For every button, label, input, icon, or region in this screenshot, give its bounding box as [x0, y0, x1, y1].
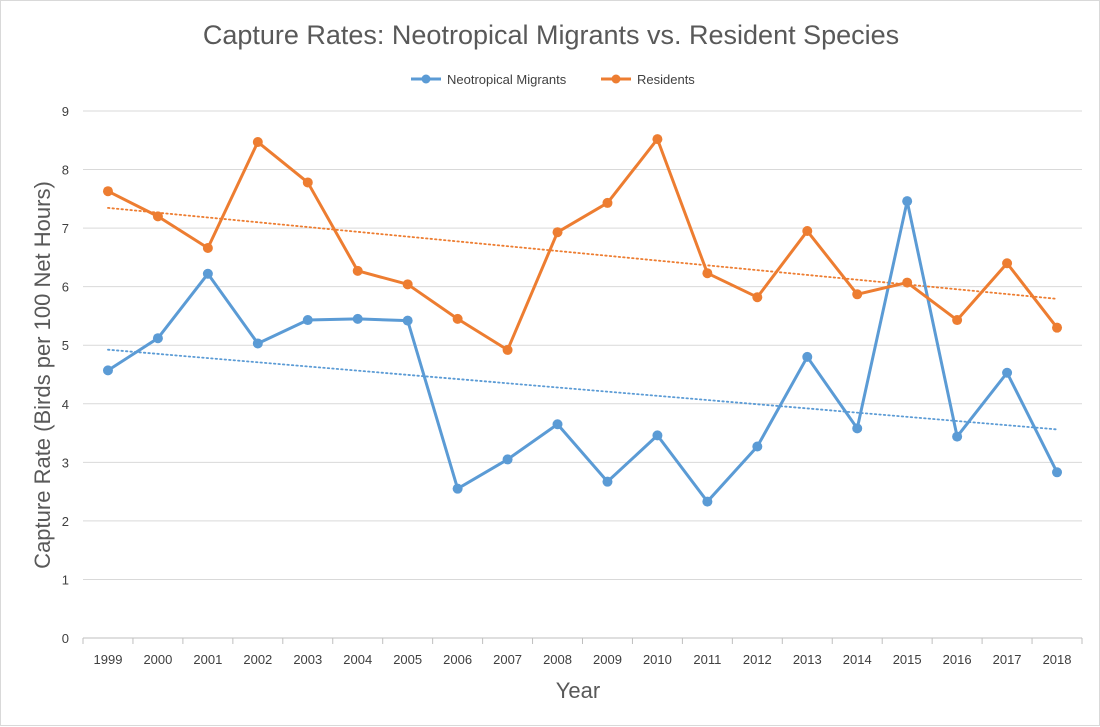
series-lines — [106, 137, 1059, 504]
x-tick-label: 2012 — [743, 652, 772, 667]
point-series-0 — [652, 430, 663, 441]
x-tick-label: 2013 — [793, 652, 822, 667]
x-tick-label: 2018 — [1043, 652, 1072, 667]
point-series-0 — [302, 315, 313, 326]
legend: Neotropical Migrants Residents — [411, 72, 695, 87]
chart-title: Capture Rates: Neotropical Migrants vs. … — [203, 20, 899, 50]
x-axis-ticks: 1999 2000 2001 2002 2003 2004 2005 2006 2007 2008… — [82, 638, 1083, 667]
y-tick-label: 7 — [62, 221, 69, 236]
point-series-1 — [752, 292, 763, 303]
legend-marker-series-1 — [611, 74, 621, 84]
y-tick-label: 5 — [62, 338, 69, 353]
x-tick-label: 2006 — [443, 652, 472, 667]
legend-marker-series-0 — [421, 74, 431, 84]
x-tick-label: 2004 — [343, 652, 372, 667]
point-series-1 — [102, 186, 113, 197]
point-series-0 — [702, 496, 713, 507]
point-series-0 — [202, 268, 213, 279]
x-tick-label: 2002 — [243, 652, 272, 667]
point-series-1 — [1052, 322, 1063, 333]
x-tick-label: 2007 — [493, 652, 522, 667]
point-series-1 — [452, 313, 463, 324]
y-tick-label: 9 — [62, 104, 69, 119]
point-series-0 — [1052, 467, 1063, 478]
point-series-1 — [202, 243, 213, 254]
point-series-1 — [802, 226, 813, 237]
series-points — [102, 134, 1063, 507]
gridlines — [83, 110, 1082, 639]
point-series-0 — [802, 351, 813, 362]
y-tick-label: 3 — [62, 455, 69, 470]
legend-item-series-0: Neotropical Migrants — [411, 72, 567, 87]
x-tick-label: 2005 — [393, 652, 422, 667]
point-series-0 — [402, 315, 413, 326]
legend-label-series-0: Neotropical Migrants — [447, 72, 567, 87]
point-series-0 — [752, 441, 763, 452]
point-series-0 — [852, 423, 863, 434]
line-series-1 — [106, 137, 1059, 352]
y-tick-label: 6 — [62, 280, 69, 295]
y-tick-label: 1 — [62, 572, 69, 587]
point-series-0 — [252, 338, 263, 349]
line-series-0 — [106, 199, 1059, 504]
legend-label-series-1: Residents — [637, 72, 695, 87]
point-series-0 — [152, 333, 163, 344]
x-tick-label: 2015 — [893, 652, 922, 667]
x-tick-label: 2016 — [943, 652, 972, 667]
x-tick-label: 2003 — [293, 652, 322, 667]
point-series-1 — [152, 211, 163, 222]
y-axis-title: Capture Rate (Birds per 100 Net Hours) — [30, 181, 55, 569]
point-series-0 — [602, 476, 613, 487]
point-series-1 — [252, 137, 263, 148]
y-tick-label: 2 — [62, 514, 69, 529]
y-tick-label: 0 — [62, 631, 69, 646]
point-series-0 — [102, 365, 113, 376]
x-tick-label: 1999 — [94, 652, 123, 667]
x-tick-label: 2017 — [993, 652, 1022, 667]
point-series-1 — [352, 265, 363, 276]
x-tick-label: 2001 — [193, 652, 222, 667]
point-series-1 — [302, 177, 313, 188]
trendline-series-0 — [107, 348, 1058, 431]
point-series-0 — [1002, 367, 1013, 378]
point-series-1 — [1002, 258, 1013, 269]
point-series-1 — [952, 315, 963, 326]
legend-item-series-1: Residents — [601, 72, 695, 87]
y-tick-label: 8 — [62, 163, 69, 178]
y-axis-ticks: 0 1 2 3 4 5 6 7 8 9 — [62, 104, 69, 646]
x-tick-label: 2014 — [843, 652, 872, 667]
point-series-1 — [852, 289, 863, 300]
trendlines — [107, 206, 1058, 431]
x-tick-label: 2008 — [543, 652, 572, 667]
x-tick-label: 2009 — [593, 652, 622, 667]
point-series-0 — [452, 483, 463, 494]
point-series-0 — [552, 419, 563, 430]
x-tick-label: 2011 — [693, 652, 721, 667]
point-series-1 — [552, 227, 563, 238]
point-series-0 — [352, 313, 363, 324]
x-axis-title: Year — [556, 678, 600, 703]
trendline-series-1 — [107, 206, 1058, 300]
point-series-0 — [502, 454, 513, 465]
point-series-1 — [702, 268, 713, 279]
point-series-0 — [952, 431, 963, 442]
point-series-1 — [602, 197, 613, 208]
x-tick-label: 2000 — [143, 652, 172, 667]
point-series-1 — [402, 279, 413, 290]
x-tick-label: 2010 — [643, 652, 672, 667]
point-series-0 — [902, 196, 913, 207]
point-series-1 — [902, 277, 913, 288]
point-series-1 — [502, 344, 513, 355]
point-series-1 — [652, 134, 663, 145]
y-tick-label: 4 — [62, 397, 69, 412]
